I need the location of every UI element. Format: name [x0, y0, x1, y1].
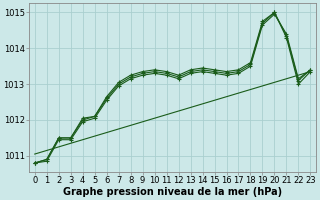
X-axis label: Graphe pression niveau de la mer (hPa): Graphe pression niveau de la mer (hPa)	[63, 187, 282, 197]
